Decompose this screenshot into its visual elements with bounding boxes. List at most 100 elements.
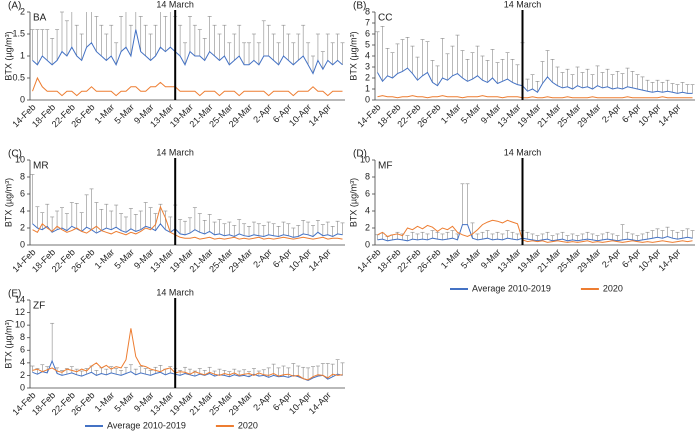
error-bar xyxy=(30,174,35,224)
error-bar xyxy=(237,219,242,234)
error-bar xyxy=(440,233,445,240)
error-bar xyxy=(296,225,301,237)
error-bar xyxy=(670,230,675,239)
x-tick-label: 14-Apr xyxy=(307,102,333,128)
error-bar xyxy=(460,50,465,78)
error-bar xyxy=(40,364,45,372)
error-bar xyxy=(232,225,237,237)
x-tick-label: 2-Apr xyxy=(600,102,623,125)
error-bar xyxy=(515,233,520,240)
error-bar xyxy=(227,42,232,65)
error-bar xyxy=(207,214,212,232)
error-bar xyxy=(530,74,535,89)
y-tick-label: 2 xyxy=(20,370,25,380)
y-tick-label: 6 xyxy=(365,28,370,38)
error-bar xyxy=(585,68,590,87)
y-tick-label: 7 xyxy=(365,17,370,27)
event-label: 14 March xyxy=(156,287,194,297)
y-tick-label: 0 xyxy=(365,94,370,104)
error-bar xyxy=(291,227,296,238)
error-bar xyxy=(340,362,345,376)
y-axis-label: BTX (µg/m³) xyxy=(348,31,358,80)
error-bar xyxy=(390,52,395,78)
y-tick-label: 4 xyxy=(365,205,370,215)
y-tick-label: 8 xyxy=(365,6,370,16)
error-bar xyxy=(335,359,340,375)
y-tick-label: 2 xyxy=(365,222,370,232)
error-bar xyxy=(286,367,291,378)
error-bar xyxy=(660,82,665,93)
error-bar xyxy=(315,33,320,61)
error-bar xyxy=(222,370,227,376)
error-bar xyxy=(227,221,232,235)
error-bar xyxy=(600,72,605,88)
error-bar xyxy=(565,235,570,241)
y-tick-label: 0 xyxy=(20,239,25,249)
x-tick-label: 5-Mar xyxy=(459,102,483,126)
error-bar xyxy=(50,38,55,65)
error-bar xyxy=(645,231,650,240)
y-tick-label: 4 xyxy=(365,50,370,60)
x-tick-label: 14-Apr xyxy=(656,247,682,273)
series-line xyxy=(32,29,343,75)
error-bar xyxy=(410,45,415,74)
error-bar xyxy=(440,38,445,78)
error-bar xyxy=(495,231,500,240)
x-tick-label: 2-Apr xyxy=(251,102,274,125)
series-line xyxy=(32,328,343,381)
error-bar xyxy=(301,24,306,56)
error-bar xyxy=(490,49,495,78)
error-bar xyxy=(79,212,84,232)
error-bar xyxy=(680,230,685,239)
error-bar xyxy=(425,41,430,73)
error-bar xyxy=(148,33,153,61)
error-bar xyxy=(415,233,420,240)
y-tick-label: 6 xyxy=(365,188,370,198)
error-bar xyxy=(325,33,330,61)
error-bar xyxy=(485,230,490,239)
error-bar xyxy=(30,29,35,61)
error-bar xyxy=(420,39,425,76)
error-bar xyxy=(143,202,148,227)
y-tick-label: 5 xyxy=(365,39,370,49)
error-bar xyxy=(550,235,555,241)
y-axis-label: BTX (µg/m³) xyxy=(348,178,358,227)
error-bar xyxy=(325,221,330,235)
error-bar xyxy=(187,217,192,234)
series-line xyxy=(377,95,693,99)
error-bar xyxy=(675,84,680,94)
error-bar xyxy=(485,60,490,83)
error-bar xyxy=(690,230,695,239)
event-label: 14 March xyxy=(156,0,194,9)
event-label: 14 March xyxy=(504,147,542,157)
y-tick-label: 2 xyxy=(365,72,370,82)
error-bar xyxy=(99,209,104,231)
error-bar xyxy=(286,33,291,61)
y-tick-label: 10 xyxy=(15,154,25,164)
error-bar xyxy=(222,24,227,56)
error-bar xyxy=(114,368,119,375)
error-bar xyxy=(505,230,510,239)
error-bar xyxy=(655,228,660,238)
error-bar xyxy=(435,231,440,240)
error-bar xyxy=(197,213,202,233)
y-tick-label: 4 xyxy=(20,357,25,367)
series-line xyxy=(377,219,693,243)
error-bar xyxy=(138,16,143,52)
error-bar xyxy=(495,62,500,84)
error-bar xyxy=(530,233,535,240)
y-tick-label: 0 xyxy=(20,382,25,392)
error-bar xyxy=(89,188,94,230)
legend-label: Average 2010-2019 xyxy=(472,283,551,293)
error-bar xyxy=(104,33,109,61)
error-bar xyxy=(505,52,510,80)
error-bar xyxy=(625,67,630,87)
error-bar xyxy=(143,368,148,375)
error-bar xyxy=(325,363,330,380)
error-bar xyxy=(675,231,680,240)
error-bar xyxy=(183,42,188,65)
error-bar xyxy=(450,230,455,239)
error-bar xyxy=(615,235,620,241)
error-bar xyxy=(680,82,685,93)
error-bar xyxy=(545,50,550,77)
